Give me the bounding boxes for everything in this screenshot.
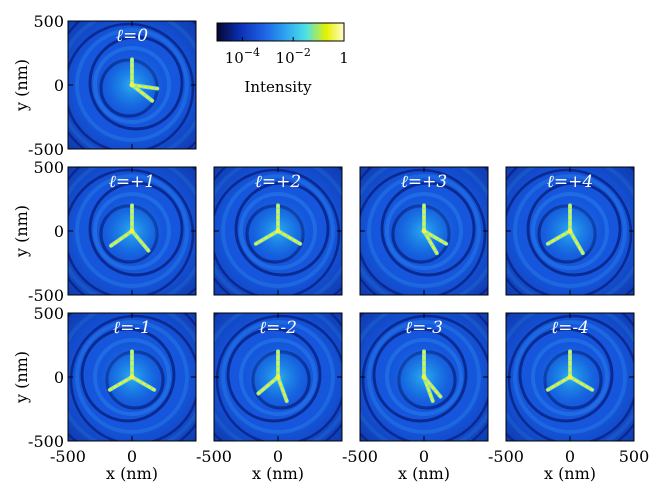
trimer-center: [421, 228, 427, 234]
y-tick-label: 500: [33, 158, 64, 177]
heatmap-panel: ℓ=-4: [505, 312, 635, 442]
trimer-arm-hotspot: [546, 229, 572, 245]
colorbar-tick-label: 1: [339, 49, 349, 67]
colorbar-tick-exp: −2: [295, 46, 311, 59]
trimer-arm-hotspot: [422, 375, 434, 403]
trimer-center: [567, 374, 573, 380]
trimer-arm-hotspot: [422, 229, 438, 255]
heatmap-panels: ℓ=0 ℓ=+1 ℓ=+2 ℓ=+3 ℓ=+4 ℓ=-1 ℓ=-2 ℓ=-3 ℓ=-4: [67, 20, 635, 442]
x-tick-label: 0: [419, 447, 429, 466]
heatmap-panel: ℓ=+2: [213, 166, 343, 296]
trimer-arm-hotspot: [257, 375, 280, 395]
colorbar-tick-base: 10: [225, 49, 244, 67]
panel-label: ℓ=+2: [255, 172, 301, 192]
trimer-center: [275, 228, 281, 234]
x-axis-label: x (nm): [252, 464, 304, 483]
trimer-arm-hotspot: [276, 229, 302, 245]
trimer-center: [129, 228, 135, 234]
trimer-arm-hotspot: [130, 375, 156, 391]
trimer-center: [567, 228, 573, 234]
colorbar-tick-label: 10−2: [276, 46, 311, 67]
panel-label: ℓ=+4: [547, 172, 593, 192]
trimer-arm-hotspot: [130, 229, 150, 252]
panel-label: ℓ=-2: [259, 318, 297, 338]
y-axis-label: y (nm): [12, 351, 31, 404]
trimer-arm-hotspot: [130, 83, 159, 90]
y-tick-label: 0: [54, 368, 64, 387]
trimer-arm-hotspot: [546, 375, 572, 391]
y-tick-label: 500: [33, 304, 64, 323]
colorbar: 10−4 10−2 1 Intensity: [216, 22, 349, 96]
x-axis-label: x (nm): [544, 464, 596, 483]
trimer-arm-hotspot: [568, 375, 594, 391]
x-axis-label: x (nm): [106, 464, 158, 483]
panel-label: ℓ=0: [116, 26, 148, 46]
panel-label: ℓ=-3: [405, 318, 443, 338]
trimer-center: [275, 374, 281, 380]
trimer-arm-hotspot: [422, 375, 442, 398]
trimer-arm-hotspot: [422, 229, 448, 245]
heatmap-panel: ℓ=+3: [359, 166, 489, 296]
x-tick-label: -500: [488, 447, 524, 466]
x-axis-label: x (nm): [398, 464, 450, 483]
x-tick-label: 0: [273, 447, 283, 466]
trimer-arm-hotspot: [109, 229, 134, 247]
colorbar-tick-label: 10−4: [225, 46, 260, 67]
heatmap-panel: ℓ=+1: [67, 166, 197, 296]
panel-label: ℓ=+3: [401, 172, 447, 192]
y-tick-label: -500: [28, 140, 64, 159]
trimer-center: [129, 82, 135, 88]
colorbar-tick-exp: −4: [244, 46, 260, 59]
trimer-center: [421, 374, 427, 380]
colorbar-ticks: 10−4 10−2 1: [225, 37, 349, 67]
y-tick-label: 0: [54, 222, 64, 241]
trimer-arm-hotspot: [276, 375, 288, 403]
colorbar-gradient: [216, 22, 345, 42]
y-axis-label: y (nm): [12, 205, 31, 258]
panel-label: ℓ=-4: [551, 318, 589, 338]
colorbar-label: Intensity: [244, 78, 312, 96]
trimer-arm-hotspot: [568, 229, 584, 255]
heatmap-panel: ℓ=-3: [359, 312, 489, 442]
y-tick-label: 0: [54, 76, 64, 95]
heatmap-panel: ℓ=-1: [67, 312, 197, 442]
colorbar-tick-base: 10: [276, 49, 295, 67]
x-tick-label: -500: [342, 447, 378, 466]
y-axis-label: y (nm): [12, 59, 31, 112]
trimer-arm-hotspot: [108, 375, 134, 391]
panel-label: ℓ=-1: [113, 318, 151, 338]
panel-label: ℓ=+1: [109, 172, 155, 192]
x-tick-label: 0: [127, 447, 137, 466]
heatmap-panel: ℓ=-2: [213, 312, 343, 442]
trimer-center: [129, 374, 135, 380]
x-tick-label: 0: [565, 447, 575, 466]
x-tick-label: -500: [50, 447, 86, 466]
trimer-arm-hotspot: [254, 229, 280, 245]
y-tick-label: 500: [33, 12, 64, 31]
y-tick-label: -500: [28, 286, 64, 305]
x-tick-label: -500: [196, 447, 232, 466]
heatmap-panel: ℓ=+4: [505, 166, 635, 296]
y-tick-label: -500: [28, 432, 64, 451]
trimer-arm-hotspot: [130, 83, 154, 102]
heatmap-panel: ℓ=0: [67, 20, 197, 150]
x-tick-label: 500: [619, 447, 650, 466]
